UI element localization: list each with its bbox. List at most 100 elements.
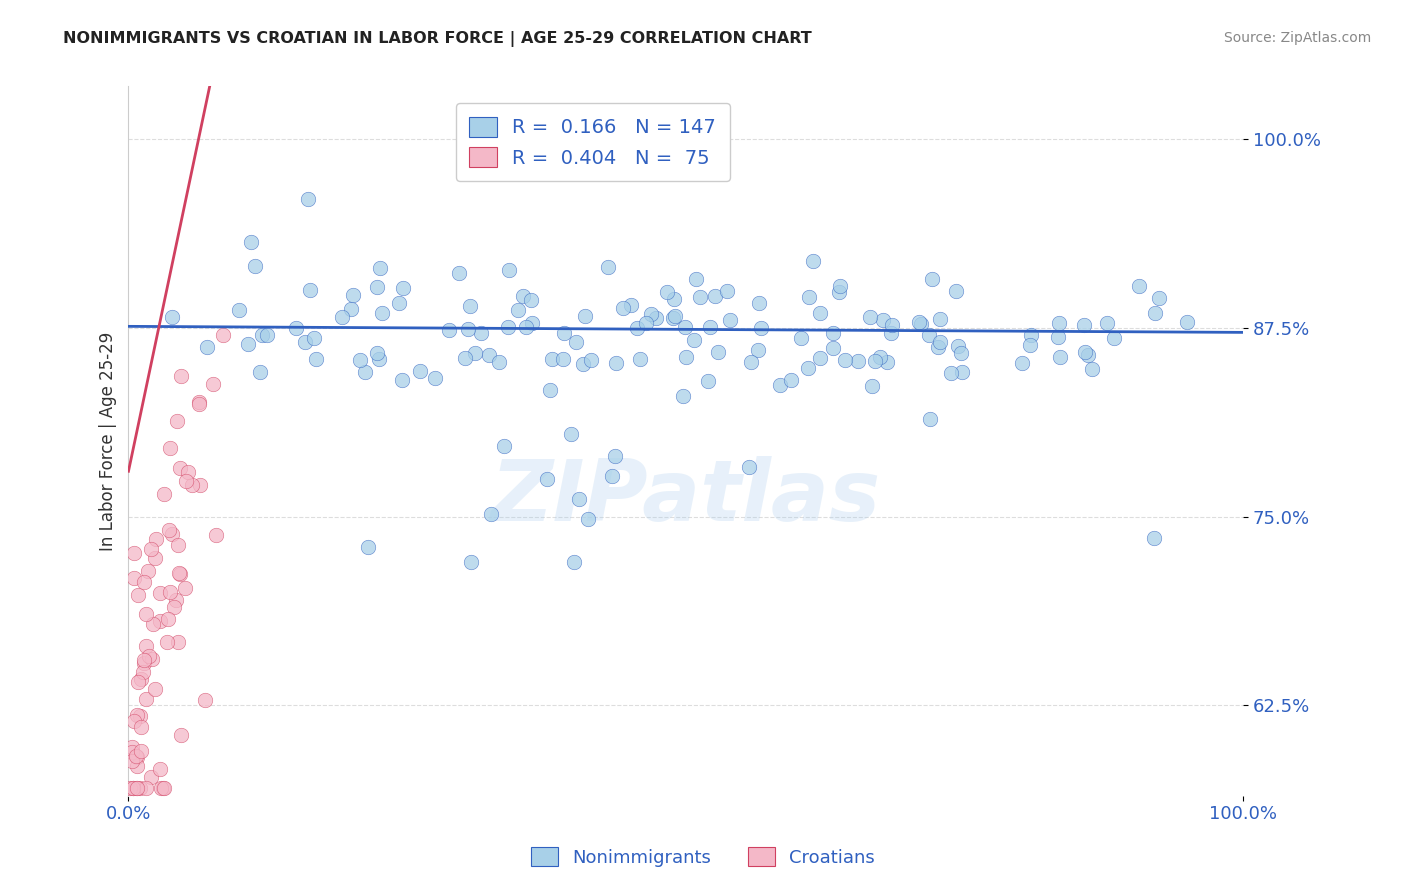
Point bbox=[675, 351, 697, 365]
Point bbox=[882, 318, 904, 332]
Point bbox=[876, 355, 898, 369]
Point bbox=[143, 681, 166, 696]
Point bbox=[716, 284, 738, 298]
Point bbox=[685, 272, 707, 286]
Point bbox=[131, 665, 153, 679]
Point bbox=[371, 306, 394, 320]
Point bbox=[169, 460, 191, 475]
Point bbox=[571, 357, 593, 371]
Point bbox=[605, 449, 627, 463]
Point bbox=[640, 307, 662, 321]
Point bbox=[159, 585, 181, 599]
Point bbox=[256, 328, 278, 343]
Point bbox=[522, 317, 544, 331]
Point bbox=[125, 749, 148, 764]
Point bbox=[167, 634, 190, 648]
Point bbox=[125, 708, 148, 723]
Text: ZIPatlas: ZIPatlas bbox=[491, 457, 880, 540]
Point bbox=[498, 262, 520, 277]
Point bbox=[945, 285, 967, 299]
Point bbox=[494, 439, 516, 453]
Point bbox=[612, 301, 634, 315]
Point bbox=[349, 352, 371, 367]
Point bbox=[496, 320, 519, 334]
Point bbox=[132, 657, 155, 671]
Y-axis label: In Labor Force | Age 25-29: In Labor Force | Age 25-29 bbox=[100, 332, 117, 550]
Point bbox=[170, 369, 193, 384]
Point bbox=[354, 365, 377, 379]
Point bbox=[520, 293, 543, 308]
Point bbox=[297, 193, 319, 207]
Point bbox=[129, 744, 152, 758]
Point bbox=[797, 290, 820, 304]
Point bbox=[596, 260, 619, 274]
Point bbox=[515, 320, 537, 334]
Point bbox=[939, 366, 962, 380]
Point bbox=[160, 310, 183, 325]
Point bbox=[201, 377, 224, 392]
Point bbox=[156, 634, 179, 648]
Point bbox=[129, 781, 152, 796]
Point bbox=[869, 350, 891, 364]
Point bbox=[457, 322, 479, 336]
Point bbox=[536, 472, 558, 486]
Point bbox=[672, 389, 695, 403]
Point bbox=[488, 355, 510, 369]
Point bbox=[1019, 328, 1042, 343]
Point bbox=[163, 600, 186, 615]
Point bbox=[880, 326, 903, 340]
Point bbox=[506, 303, 529, 318]
Point bbox=[718, 313, 741, 327]
Point bbox=[121, 740, 143, 755]
Point bbox=[143, 551, 166, 566]
Point bbox=[921, 272, 943, 286]
Point bbox=[823, 326, 845, 340]
Point bbox=[655, 285, 678, 299]
Point bbox=[553, 326, 575, 341]
Point bbox=[132, 653, 155, 667]
Point bbox=[478, 348, 501, 362]
Point bbox=[1143, 531, 1166, 545]
Point bbox=[634, 316, 657, 330]
Point bbox=[562, 555, 585, 569]
Point bbox=[141, 652, 163, 666]
Point bbox=[918, 327, 941, 342]
Point bbox=[779, 373, 801, 387]
Point bbox=[135, 692, 157, 706]
Point bbox=[1011, 356, 1033, 370]
Point bbox=[170, 728, 193, 742]
Point bbox=[950, 366, 973, 380]
Point bbox=[1095, 316, 1118, 330]
Point bbox=[122, 571, 145, 585]
Point bbox=[449, 266, 471, 280]
Point bbox=[1128, 279, 1150, 293]
Point bbox=[169, 567, 191, 582]
Point bbox=[368, 351, 391, 366]
Point bbox=[149, 585, 172, 599]
Point bbox=[236, 337, 259, 351]
Point bbox=[392, 281, 415, 295]
Point bbox=[1080, 362, 1102, 376]
Point bbox=[574, 310, 596, 324]
Point bbox=[294, 334, 316, 349]
Point bbox=[1047, 316, 1070, 330]
Point bbox=[305, 351, 328, 366]
Point bbox=[387, 296, 409, 310]
Point bbox=[628, 352, 651, 367]
Point bbox=[1144, 306, 1167, 320]
Point bbox=[166, 538, 188, 552]
Point bbox=[128, 709, 150, 723]
Point bbox=[872, 313, 894, 327]
Point bbox=[860, 379, 883, 393]
Point bbox=[703, 289, 725, 303]
Point bbox=[124, 546, 146, 560]
Point bbox=[828, 285, 851, 300]
Text: Source: ZipAtlas.com: Source: ZipAtlas.com bbox=[1223, 31, 1371, 45]
Point bbox=[740, 354, 762, 368]
Point bbox=[1102, 331, 1125, 345]
Point bbox=[149, 615, 172, 629]
Point bbox=[696, 374, 718, 388]
Point bbox=[908, 315, 931, 329]
Point bbox=[460, 555, 482, 569]
Point bbox=[512, 289, 534, 303]
